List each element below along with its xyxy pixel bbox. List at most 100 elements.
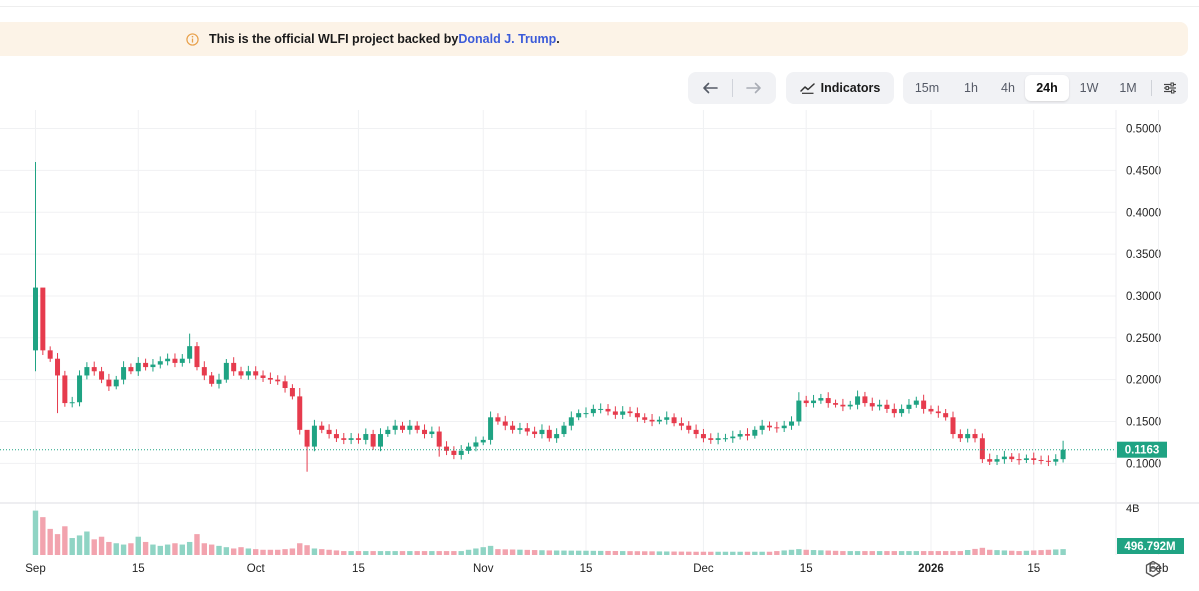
candle-body xyxy=(517,428,523,430)
candle-body xyxy=(429,431,435,435)
candle-body xyxy=(891,408,897,414)
timeframe-1m[interactable]: 1M xyxy=(1119,81,1137,95)
volume-bar xyxy=(289,548,296,555)
volume-bar xyxy=(920,551,927,555)
candle-body xyxy=(715,438,721,440)
volume-bar xyxy=(150,544,156,555)
candle-body xyxy=(106,379,112,387)
volume-bar xyxy=(164,544,171,555)
candle-body xyxy=(744,434,750,436)
timeframe-24h[interactable]: 24h xyxy=(1025,75,1069,101)
gear-icon[interactable] xyxy=(1144,560,1162,578)
volume-bar xyxy=(186,541,193,555)
x-tick-label: Sep xyxy=(25,563,45,575)
candle-body xyxy=(833,403,839,405)
notice-link-donald-trump[interactable]: Donald J. Trump xyxy=(458,32,557,46)
candle-body xyxy=(91,367,97,372)
volume-bar xyxy=(407,551,413,555)
volume-bar xyxy=(803,549,809,555)
volume-bar xyxy=(678,551,685,555)
candle-body xyxy=(943,413,949,418)
candle-body xyxy=(223,362,229,380)
candle-body xyxy=(267,377,273,380)
candle-body xyxy=(840,404,846,407)
volume-bar xyxy=(172,543,178,555)
y-tick-label: 0.2000 xyxy=(1126,375,1161,387)
candle-body xyxy=(620,411,626,415)
x-tick-label: Oct xyxy=(247,563,266,575)
candle-body xyxy=(502,421,508,426)
candle-body xyxy=(774,427,780,429)
indicators-button[interactable]: Indicators xyxy=(786,72,894,104)
last-volume-label: 496.792M xyxy=(1124,541,1175,553)
volume-bar xyxy=(627,551,633,555)
line-chart-icon xyxy=(799,83,815,94)
candle-body xyxy=(341,438,347,440)
candle-body xyxy=(811,400,817,404)
timeframe-4h[interactable]: 4h xyxy=(1001,81,1015,95)
candle-body xyxy=(539,429,545,435)
candle-body xyxy=(77,375,83,403)
volume-bar xyxy=(40,517,46,555)
forward-button[interactable] xyxy=(732,72,776,104)
volume-bar xyxy=(297,543,303,555)
volume-bar xyxy=(810,550,817,555)
candle-body xyxy=(333,434,339,439)
volume-bar xyxy=(421,551,428,555)
timeframe-15m[interactable]: 15m xyxy=(914,81,940,95)
chart-settings-button[interactable] xyxy=(1156,75,1184,101)
candle-body xyxy=(979,438,985,460)
volume-bar xyxy=(597,550,604,555)
nav-separator xyxy=(731,79,733,97)
volume-bar xyxy=(774,551,780,555)
chart-navigation xyxy=(688,72,776,104)
x-tick-label: 15 xyxy=(132,563,145,575)
last-price-badge xyxy=(1117,441,1167,458)
volume-bar xyxy=(642,551,648,555)
volume-bar xyxy=(341,551,347,555)
volume-bar xyxy=(715,551,721,555)
volume-bar xyxy=(1023,550,1030,555)
candle-body xyxy=(987,459,993,462)
volume-bar xyxy=(840,551,846,555)
volume-bar xyxy=(458,551,464,555)
timeframe-1w[interactable]: 1W xyxy=(1079,81,1099,95)
volume-bar xyxy=(201,543,208,555)
volume-bar xyxy=(267,549,274,555)
x-tick-label: Nov xyxy=(473,563,494,575)
volume-bar xyxy=(47,528,53,555)
volume-bar xyxy=(1060,549,1066,555)
back-button[interactable] xyxy=(688,72,732,104)
volume-bar xyxy=(664,551,670,555)
last-volume-badge xyxy=(1117,538,1184,554)
volume-bar xyxy=(502,549,508,555)
volume-bar xyxy=(128,543,134,555)
price-chart[interactable]: 0.5000 0.4500 0.4000 0.3500 0.3000 0.2500 0.20… xyxy=(0,110,1199,591)
volume-bar xyxy=(869,551,875,555)
volume-bar xyxy=(509,549,516,555)
timeframe-1h[interactable]: 1h xyxy=(964,81,978,95)
candle-body xyxy=(678,423,684,426)
volume-bar xyxy=(531,550,538,555)
candle-body xyxy=(700,434,706,439)
candle-body xyxy=(436,431,442,447)
volume-bar xyxy=(135,536,141,555)
x-tick-label: Feb xyxy=(1149,563,1169,575)
volume-bar xyxy=(935,551,942,555)
volume-bar xyxy=(957,551,964,555)
volume-bar xyxy=(355,551,362,555)
volume-bar xyxy=(473,548,479,555)
volume-bar xyxy=(1009,550,1015,555)
candle-body xyxy=(928,408,934,412)
volume-bar xyxy=(1045,549,1052,555)
candle-body xyxy=(348,438,354,440)
candle-body xyxy=(422,429,428,435)
volume-bar xyxy=(414,551,420,555)
volume-bar xyxy=(590,550,597,555)
candle-body xyxy=(862,396,868,404)
candle-body xyxy=(40,287,46,351)
volume-bar xyxy=(928,551,934,555)
volume-bar xyxy=(737,551,743,555)
y-tick-label: 0.3500 xyxy=(1126,249,1161,261)
volume-bar xyxy=(465,549,472,555)
